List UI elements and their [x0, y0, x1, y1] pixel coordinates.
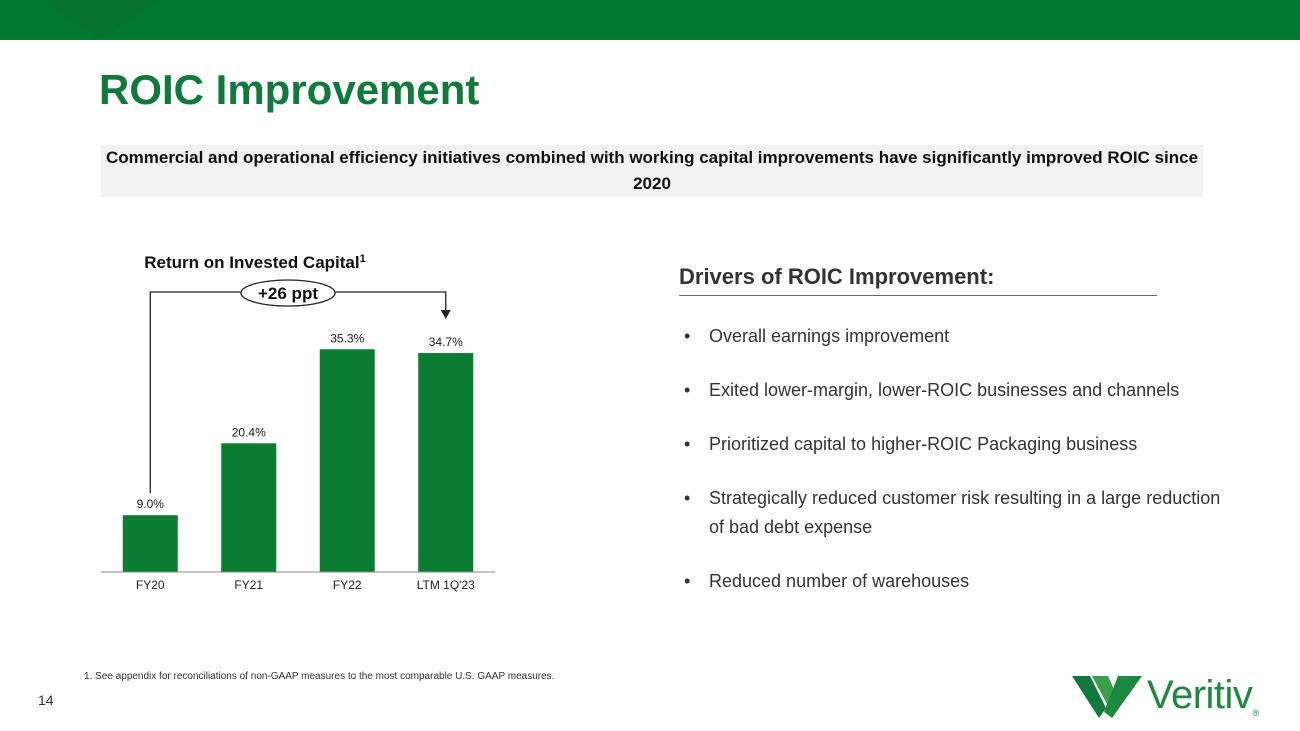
driver-item-text: Reduced number of warehouses [709, 571, 970, 591]
page-title: ROIC Improvement [99, 66, 480, 113]
logo-registered-mark: ® [1252, 708, 1259, 718]
logo-wordmark: Veritiv® [1147, 673, 1259, 718]
driver-item-text: Strategically reduced customer risk resu… [709, 488, 1221, 537]
data-label: 9.0% [137, 497, 165, 511]
bar [122, 515, 178, 572]
driver-item-text: Exited lower-margin, lower-ROIC business… [709, 380, 1180, 400]
chart-title: Return on Invested Capital1 [144, 253, 366, 272]
veritiv-logo [1072, 676, 1142, 718]
chart-title-superscript: 1 [360, 253, 366, 265]
x-tick-label: FY21 [234, 578, 263, 592]
annotation-arrowhead [440, 310, 451, 319]
drivers-divider [679, 295, 1157, 296]
logo-chevron-right [1104, 676, 1142, 718]
chart-title-text: Return on Invested Capital [144, 253, 359, 272]
header-bar [0, 0, 1300, 40]
annotation-label: +26 ppt [258, 284, 318, 303]
driver-item: • Strategically reduced customer risk res… [684, 484, 1224, 542]
page-number: 14 [38, 692, 54, 708]
driver-item-text: Prioritized capital to higher-ROIC Packa… [709, 434, 1138, 454]
bullet-glyph: • [684, 326, 691, 346]
data-label: 20.4% [232, 425, 266, 439]
logo-chevron-dark [1072, 676, 1106, 718]
x-tick-label: LTM 1Q'23 [417, 578, 475, 592]
driver-item: • Overall earnings improvement [684, 322, 1224, 351]
subtitle-text: Commercial and operational efficiency in… [105, 148, 1199, 193]
driver-item: • Prioritized capital to higher-ROIC Pack… [684, 430, 1224, 459]
bullet-glyph: • [684, 434, 691, 454]
header-accent-shape [40, 0, 160, 40]
bullet-glyph: • [684, 380, 691, 400]
bar [319, 349, 375, 572]
bullet-glyph: • [684, 571, 691, 591]
roic-bar-chart: Return on Invested Capital1 9.0% FY20 20.4… [101, 253, 495, 592]
data-label: 35.3% [330, 331, 364, 345]
annotation-oval [240, 279, 336, 307]
driver-item: • Exited lower-margin, lower-ROIC busines… [684, 376, 1224, 405]
footnote: 1. See appendix for reconciliations of n… [84, 671, 555, 682]
data-label: 34.7% [429, 335, 463, 349]
driver-item: • Reduced number of warehouses [684, 567, 1224, 596]
drivers-heading: Drivers of ROIC Improvement: [679, 264, 995, 289]
logo-wordmark-text: Veritiv [1147, 673, 1253, 717]
subtitle-banner: Commercial and operational efficiency in… [101, 145, 1203, 197]
x-tick-label: FY20 [136, 578, 165, 592]
drivers-list: • Overall earnings improvement • Exited lo… [684, 322, 1224, 621]
driver-item-text: Overall earnings improvement [709, 326, 950, 346]
bar [418, 353, 474, 572]
x-tick-label: FY22 [333, 578, 362, 592]
annotation-bracket [149, 291, 447, 494]
bar [221, 443, 277, 572]
bullet-glyph: • [684, 488, 691, 508]
